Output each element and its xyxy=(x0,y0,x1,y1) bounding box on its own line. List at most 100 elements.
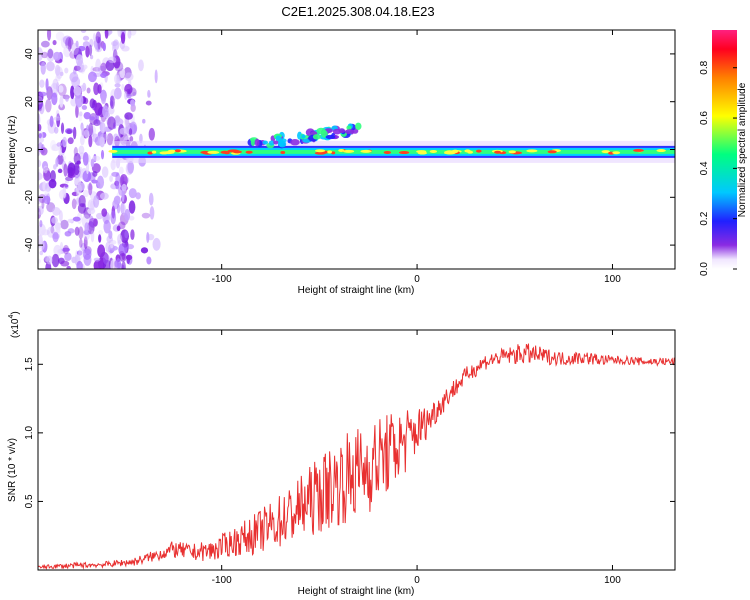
noise-blob xyxy=(107,116,116,130)
colorbar-ticks: 0.0 0.2 0.4 0.6 0.8 xyxy=(699,60,737,276)
noise-blob xyxy=(96,175,105,189)
noise-blob xyxy=(45,78,49,91)
noise-blob xyxy=(46,30,52,41)
noise-blob xyxy=(119,173,128,188)
snr-ticks: -100 0 100 0.5 1.0 1.5 xyxy=(24,330,675,586)
noise-blob xyxy=(59,71,64,77)
noise-blob xyxy=(87,221,95,235)
structure-blob xyxy=(250,138,256,147)
noise-blob xyxy=(113,133,119,141)
band-hotspot xyxy=(232,150,242,154)
noise-blob xyxy=(71,198,77,210)
structure-blob xyxy=(346,125,352,131)
noise-blob xyxy=(38,142,44,153)
noise-blob xyxy=(121,253,126,261)
noise-blob xyxy=(90,230,95,243)
noise-blob xyxy=(121,188,125,203)
band-hotspot xyxy=(338,148,345,152)
noise-blob xyxy=(74,226,80,236)
noise-blob xyxy=(52,40,57,46)
noise-blob xyxy=(58,145,62,157)
noise-blob xyxy=(149,206,155,220)
structure-blob xyxy=(312,134,321,140)
noise-blob xyxy=(38,113,41,127)
noise-blob xyxy=(146,256,152,265)
noise-blob xyxy=(97,84,102,94)
snr-frame xyxy=(37,329,676,571)
band-hotspot xyxy=(547,150,557,154)
structure-blob xyxy=(301,134,306,139)
noise-blob xyxy=(130,99,136,107)
noise-blob xyxy=(76,260,83,269)
noise-blob xyxy=(60,219,69,230)
noise-blob xyxy=(78,247,84,260)
structure-blob xyxy=(320,130,328,138)
noise-blob xyxy=(82,35,90,41)
band-hotspot xyxy=(526,149,538,153)
noise-blob xyxy=(81,105,88,110)
noise-blob xyxy=(148,127,155,141)
noise-blob xyxy=(117,132,121,140)
colorbar-gradient xyxy=(712,30,737,269)
band-hotspot xyxy=(464,149,471,153)
y-tick-label: 1.5 xyxy=(24,357,35,371)
noise-blob xyxy=(89,116,96,121)
noise-blob xyxy=(117,30,122,37)
noise-blob xyxy=(142,118,146,124)
noise-blob xyxy=(50,170,56,183)
snr-y-multiplier: (x104) xyxy=(8,311,21,338)
noise-blob xyxy=(93,218,98,227)
noise-blob xyxy=(74,93,84,108)
noise-blob xyxy=(128,188,137,199)
structure-blob xyxy=(344,129,355,135)
noise-blob xyxy=(62,136,68,148)
noise-blob xyxy=(127,30,132,39)
noise-blob xyxy=(71,76,81,88)
noise-blob xyxy=(46,255,53,265)
noise-blob xyxy=(84,222,90,233)
band-hotspot xyxy=(508,150,516,154)
noise-blob xyxy=(102,259,112,269)
band-hotspot xyxy=(444,150,455,154)
colorbar-tick-label: 0.4 xyxy=(699,161,710,175)
noise-blob xyxy=(73,162,80,176)
band-hotspot xyxy=(601,150,610,154)
band-hotspot xyxy=(151,150,157,154)
x-tick-label: -100 xyxy=(212,575,232,586)
noise-blob xyxy=(140,247,149,254)
noise-blob xyxy=(90,158,95,168)
noise-blob xyxy=(67,218,74,223)
structure-blob xyxy=(325,134,336,140)
colorbar: 0.0 0.2 0.4 0.6 0.8 Normalized spectral ampl… xyxy=(699,30,748,276)
noise-blob xyxy=(95,31,102,44)
noise-blob xyxy=(93,257,101,262)
band-hotspot xyxy=(421,150,426,154)
noise-blob xyxy=(53,126,59,134)
noise-blob xyxy=(125,254,133,261)
noise-blob xyxy=(126,93,132,99)
noise-blob xyxy=(116,74,120,86)
noise-blob xyxy=(108,230,113,239)
noise-blob xyxy=(107,56,117,64)
noise-blob xyxy=(38,234,43,248)
noise-blob xyxy=(51,92,58,106)
noise-blob xyxy=(50,225,55,234)
noise-blob xyxy=(60,260,70,267)
noise-blob xyxy=(120,32,126,44)
noise-blob xyxy=(67,228,75,234)
noise-blob xyxy=(112,39,120,51)
noise-blob xyxy=(38,172,43,181)
noise-blob xyxy=(54,64,61,76)
noise-blob xyxy=(82,41,90,48)
band-hotspot xyxy=(383,150,392,154)
noise-blob xyxy=(47,48,54,59)
band-core xyxy=(112,149,675,154)
noise-blob xyxy=(124,230,129,239)
noise-blob xyxy=(82,189,89,198)
y-tick-label: 0.5 xyxy=(24,494,35,508)
noise-blob xyxy=(78,145,85,154)
band-hotspot xyxy=(167,149,177,153)
noise-blob xyxy=(38,258,41,264)
noise-blob xyxy=(75,104,79,118)
snr-y-multiplier-exponent: 4 xyxy=(8,315,15,319)
